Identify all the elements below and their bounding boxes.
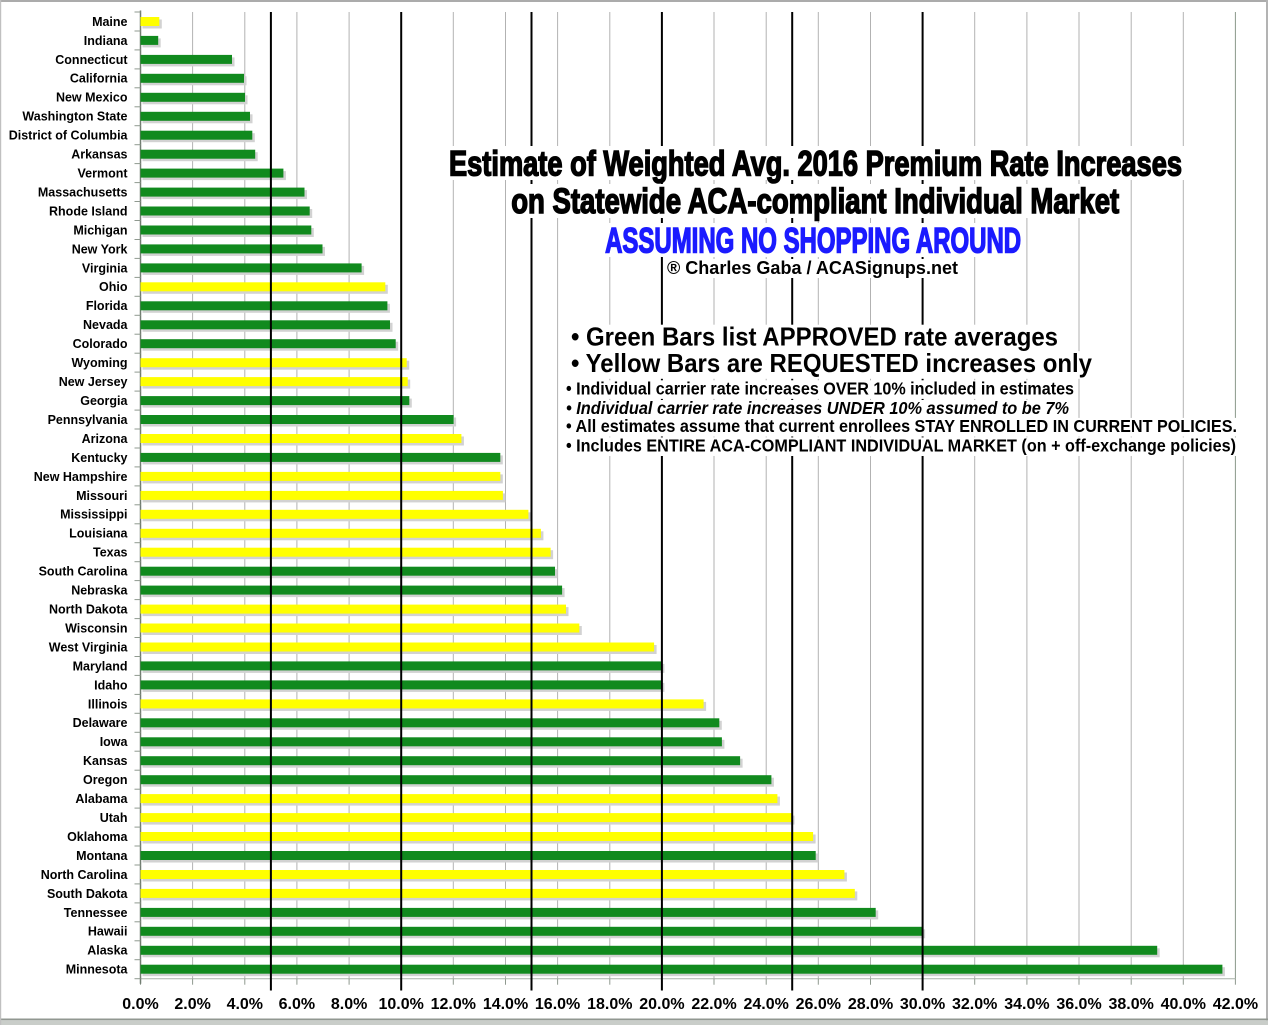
svg-text:Maryland: Maryland [73,659,128,673]
svg-text:Wyoming: Wyoming [71,356,127,370]
svg-text:Florida: Florida [86,299,129,313]
svg-text:Rhode Island: Rhode Island [49,204,127,218]
svg-text:28.0%: 28.0% [848,996,893,1013]
svg-text:12.0%: 12.0% [431,996,476,1013]
svg-text:Pennsylvania: Pennsylvania [48,413,129,427]
svg-text:• Yellow Bars are REQUESTED in: • Yellow Bars are REQUESTED increases on… [571,348,1092,378]
svg-text:40.0%: 40.0% [1161,996,1206,1013]
svg-text:• Individual carrier rate incr: • Individual carrier rate increases OVER… [566,378,1074,398]
svg-text:20.0%: 20.0% [639,996,684,1013]
svg-text:North Carolina: North Carolina [41,868,129,882]
svg-text:30.0%: 30.0% [900,996,945,1013]
svg-text:• Green Bars list APPROVED rat: • Green Bars list APPROVED rate averages [571,322,1058,352]
svg-text:Michigan: Michigan [73,223,127,237]
svg-text:• All estimates assume that cu: • All estimates assume that current enro… [566,416,1237,436]
svg-text:18.0%: 18.0% [587,996,632,1013]
svg-text:Nebraska: Nebraska [71,584,128,598]
svg-text:New Mexico: New Mexico [56,91,128,105]
svg-text:Nevada: Nevada [83,318,129,332]
svg-text:Vermont: Vermont [77,167,128,181]
svg-text:New York: New York [72,242,128,256]
svg-text:22.0%: 22.0% [691,996,736,1013]
svg-text:Oregon: Oregon [83,773,127,787]
svg-text:Massachusetts: Massachusetts [38,186,128,200]
svg-text:Tennessee: Tennessee [64,906,128,920]
svg-text:10.0%: 10.0% [379,996,424,1013]
svg-text:Kansas: Kansas [83,754,128,768]
svg-text:Alaska: Alaska [87,944,128,958]
svg-text:Louisiana: Louisiana [69,527,128,541]
svg-text:34.0%: 34.0% [1004,996,1049,1013]
svg-text:Montana: Montana [76,849,128,863]
svg-text:Wisconsin: Wisconsin [65,621,127,635]
svg-text:New Jersey: New Jersey [59,375,128,389]
svg-text:• Individual carrier rate incr: • Individual carrier rate increases UNDE… [566,398,1069,418]
svg-text:Hawaii: Hawaii [88,925,128,939]
svg-text:Estimate of Weighted Avg. 2016: Estimate of Weighted Avg. 2016 Premium R… [449,144,1182,183]
svg-text:Utah: Utah [100,811,128,825]
svg-text:on Statewide ACA-compliant Ind: on Statewide ACA-compliant Individual Ma… [511,182,1119,221]
svg-text:• Includes ENTIRE ACA-COMPLIAN: • Includes ENTIRE ACA-COMPLIANT INDIVIDU… [566,435,1236,455]
svg-text:32.0%: 32.0% [952,996,997,1013]
svg-text:ASSUMING NO SHOPPING AROUND: ASSUMING NO SHOPPING AROUND [605,221,1021,260]
svg-text:Kentucky: Kentucky [71,451,127,465]
svg-text:2.0%: 2.0% [174,996,210,1013]
svg-text:Indiana: Indiana [84,34,129,48]
svg-text:Missouri: Missouri [76,489,127,503]
svg-text:Illinois: Illinois [88,697,128,711]
svg-text:West Virginia: West Virginia [49,640,129,654]
svg-text:® Charles Gaba / ACASignups.ne: ® Charles Gaba / ACASignups.net [667,258,958,278]
svg-text:Oklahoma: Oklahoma [67,830,128,844]
svg-text:Iowa: Iowa [100,735,129,749]
svg-text:Connecticut: Connecticut [55,53,128,67]
svg-text:42.0%: 42.0% [1213,996,1258,1013]
svg-text:36.0%: 36.0% [1056,996,1101,1013]
svg-text:Virginia: Virginia [82,261,129,275]
svg-text:Colorado: Colorado [73,337,128,351]
svg-text:District of Columbia: District of Columbia [9,129,129,143]
svg-text:0.0%: 0.0% [122,996,158,1013]
svg-text:Washington State: Washington State [22,110,127,124]
svg-text:38.0%: 38.0% [1109,996,1154,1013]
svg-text:Arkansas: Arkansas [71,148,127,162]
svg-text:Maine: Maine [92,15,127,29]
svg-text:South Dakota: South Dakota [47,887,129,901]
svg-text:24.0%: 24.0% [744,996,789,1013]
svg-text:Minnesota: Minnesota [66,963,129,977]
svg-text:Mississippi: Mississippi [60,508,127,522]
svg-text:New Hampshire: New Hampshire [34,470,128,484]
svg-text:South Carolina: South Carolina [39,565,129,579]
svg-text:16.0%: 16.0% [535,996,580,1013]
svg-text:Delaware: Delaware [73,716,128,730]
svg-text:8.0%: 8.0% [331,996,367,1013]
svg-text:Idaho: Idaho [94,678,128,692]
svg-text:California: California [70,72,129,86]
svg-text:Arizona: Arizona [82,432,129,446]
svg-text:26.0%: 26.0% [796,996,841,1013]
svg-text:4.0%: 4.0% [227,996,263,1013]
svg-text:Alabama: Alabama [75,792,128,806]
svg-text:6.0%: 6.0% [279,996,315,1013]
svg-text:14.0%: 14.0% [483,996,528,1013]
svg-text:Texas: Texas [93,546,128,560]
svg-text:Ohio: Ohio [99,280,128,294]
svg-text:Georgia: Georgia [80,394,128,408]
svg-text:North Dakota: North Dakota [49,603,129,617]
